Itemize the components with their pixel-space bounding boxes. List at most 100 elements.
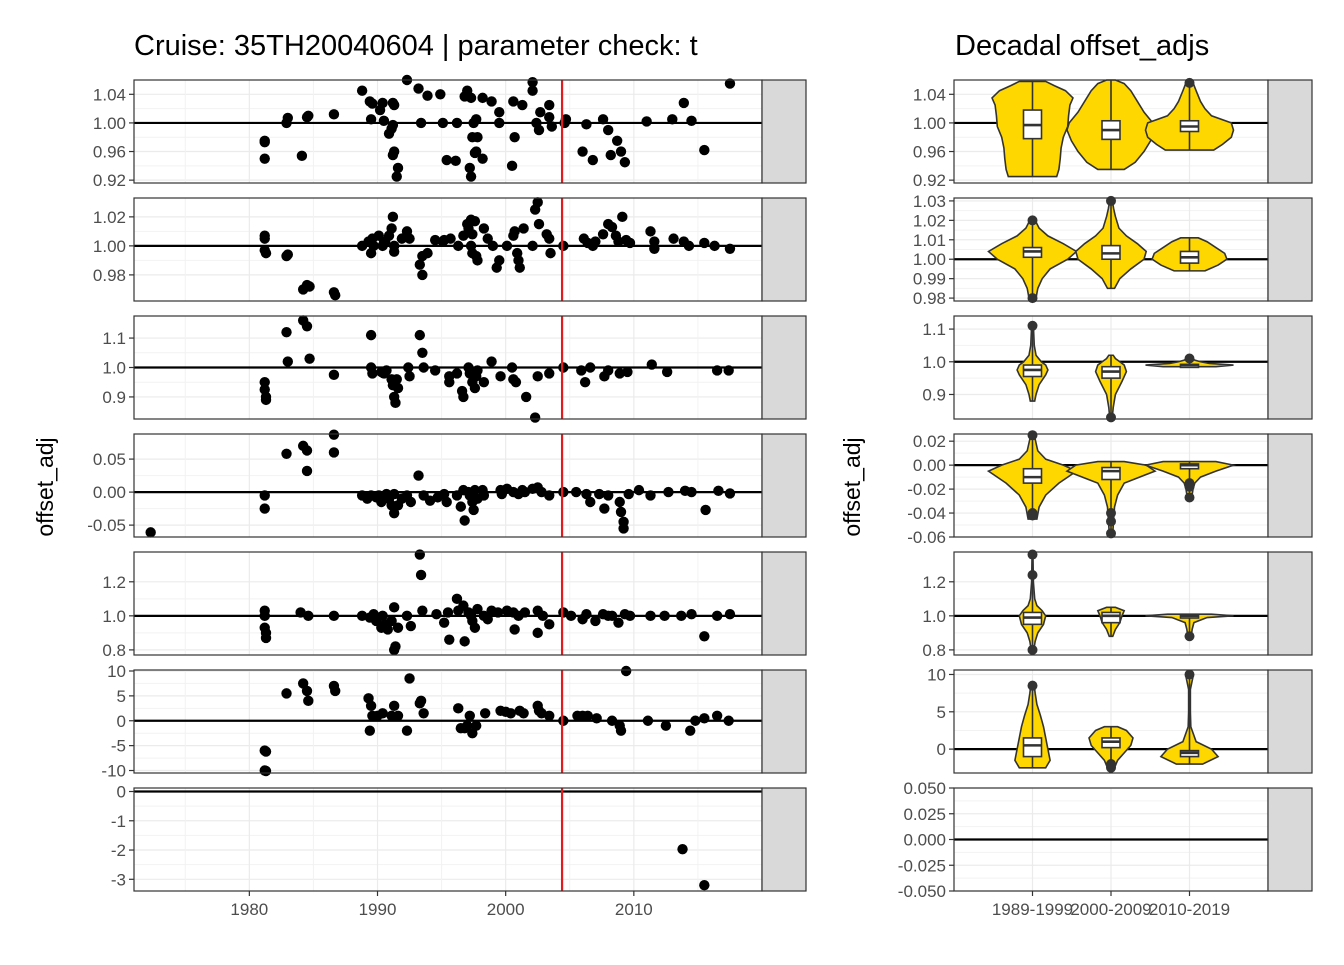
violin-outlier (1027, 510, 1038, 521)
scatter-point (414, 329, 426, 341)
scatter-point (391, 171, 402, 182)
scatter-point (585, 496, 596, 508)
scatter-point (509, 132, 520, 143)
scatter-point (418, 362, 429, 373)
scatter-point (472, 365, 483, 376)
scatter-point (615, 506, 627, 518)
scatter-point (451, 593, 463, 605)
scatter-point (391, 374, 402, 385)
right-nitrate-y-tick-label: 1.00 (913, 114, 946, 133)
scatter-point (514, 262, 525, 273)
left-y-axis-title: offset_adj (32, 437, 58, 536)
scatter-point (641, 116, 652, 127)
scatter-point (365, 329, 377, 341)
scatter-point (487, 240, 499, 252)
scatter-point (422, 247, 433, 259)
left-oxygen-strip (761, 197, 807, 302)
right-silicate-y-tick-label: 0.8 (922, 641, 946, 660)
scatter-point (469, 484, 481, 496)
scatter-point (517, 99, 528, 111)
scatter-point (579, 377, 591, 388)
scatter-point (532, 627, 543, 639)
scatter-point (544, 233, 555, 244)
scatter-point (699, 144, 710, 156)
violin-outlier (1106, 412, 1116, 423)
scatter-point (723, 715, 734, 726)
scatter-point (577, 146, 588, 157)
left-tco2-y-tick-label: 0 (117, 783, 126, 802)
scatter-point (442, 607, 454, 618)
scatter-point (594, 488, 605, 500)
right-tco2-y-tick-label: 0.025 (903, 805, 946, 824)
right-silicate-violins (1018, 549, 1234, 655)
scatter-point (388, 700, 400, 712)
left-talk-y-tick-label: 0 (117, 712, 126, 731)
right-nitrate-strip (1267, 79, 1313, 184)
scatter-point (260, 632, 272, 644)
scatter-point (529, 412, 541, 423)
left-oxygen-panel: 0.981.001.02oxygen (93, 197, 807, 302)
violin-outlier (1027, 549, 1038, 560)
violin-box (1101, 611, 1121, 624)
left-phosphate-strip (761, 315, 807, 420)
left-nitrate-panel: 0.920.961.001.04nitrate (93, 74, 807, 190)
scatter-point (585, 362, 596, 373)
scatter-point (495, 371, 506, 382)
scatter-point (390, 397, 401, 409)
scatter-point (450, 155, 461, 167)
right-oxygen-y-tick-label: 0.99 (913, 270, 946, 289)
scatter-point (259, 137, 270, 148)
scatter-point (587, 154, 599, 166)
scatter-point (486, 96, 497, 107)
scatter-point (686, 486, 697, 498)
violin-outlier (1106, 528, 1116, 539)
left-salinity-panel: -0.050.000.05salinity (87, 429, 807, 538)
scatter-point (699, 237, 710, 249)
scatter-point (532, 371, 543, 382)
left-phosphate-y-tick-label: 1.1 (102, 329, 126, 348)
scatter-point (614, 368, 625, 379)
scatter-point (405, 496, 417, 508)
scatter-point (668, 233, 679, 244)
right-oxygen-y-tick-label: 1.00 (913, 250, 946, 269)
scatter-point (388, 508, 400, 519)
right-x-tick-label: 2000-2009 (1070, 900, 1151, 919)
scatter-point (453, 703, 464, 714)
scatter-point (282, 356, 293, 367)
left-x-tick-label: 1980 (230, 900, 268, 919)
scatter-point (611, 135, 623, 146)
scatter-point (414, 259, 426, 270)
scatter-point (145, 527, 156, 538)
right-oxygen-y-tick-label: 1.01 (913, 231, 946, 250)
scatter-point (537, 610, 549, 622)
scatter-point (590, 615, 601, 627)
left-silicate-y-tick-label: 1.0 (102, 607, 126, 626)
scatter-point (415, 117, 427, 129)
scatter-point (260, 746, 272, 757)
scatter-point (470, 114, 482, 125)
scatter-point (367, 98, 378, 109)
scatter-point (709, 240, 720, 252)
scatter-point (418, 708, 429, 719)
scatter-point (613, 236, 624, 247)
scatter-point (508, 96, 519, 107)
scatter-point (401, 725, 413, 736)
right-salinity-y-tick-label: -0.06 (907, 528, 946, 547)
scatter-point (518, 708, 529, 719)
left-oxygen-y-tick-label: 0.98 (93, 266, 126, 285)
scatter-point (565, 610, 577, 622)
scatter-point (387, 149, 399, 161)
scatter-point (667, 114, 678, 125)
scatter-point (477, 92, 488, 104)
left-nitrate-points (259, 74, 736, 182)
scatter-point (663, 486, 674, 498)
scatter-point (431, 608, 442, 620)
left-talk-panel: -10-50510talk (101, 662, 807, 781)
scatter-point (374, 104, 386, 116)
scatter-point (506, 160, 518, 172)
scatter-point (615, 146, 627, 157)
right-salinity-y-tick-label: -0.02 (907, 480, 946, 499)
scatter-point (281, 448, 292, 460)
scatter-point (330, 289, 341, 301)
